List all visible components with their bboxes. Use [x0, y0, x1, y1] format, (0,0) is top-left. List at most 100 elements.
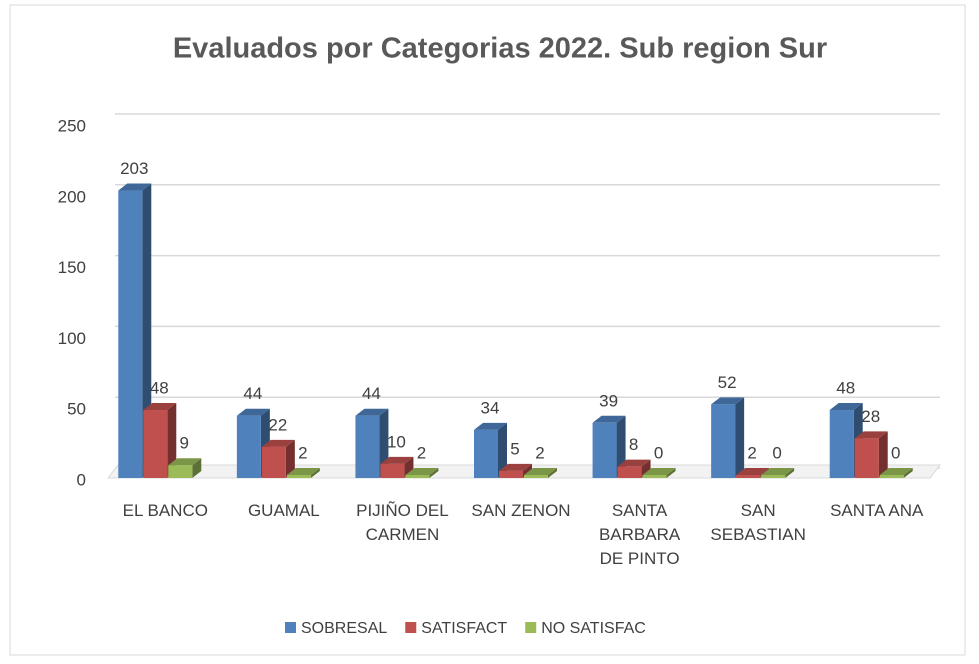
bar: [711, 404, 736, 478]
y-tick-label: 100: [58, 329, 86, 348]
bar-side: [192, 458, 202, 478]
bar-top: [236, 408, 270, 416]
legend-label: NO SATISFAC: [541, 620, 646, 637]
bar-top: [617, 459, 651, 467]
data-label: 2: [298, 443, 307, 462]
bar-side: [142, 183, 152, 478]
bar-side: [498, 422, 507, 478]
bar: [118, 190, 143, 478]
chart-frame: [9, 4, 966, 656]
bar: [879, 475, 904, 478]
bar-top: [854, 431, 888, 439]
bar-top: [711, 397, 745, 405]
bar-top: [499, 463, 532, 471]
legend-swatch: [285, 622, 296, 633]
bar-side: [429, 468, 439, 478]
legend-label: SATISFACT: [421, 620, 507, 637]
bar-side: [548, 468, 557, 478]
data-label: 2: [417, 443, 426, 462]
data-label: 0: [891, 443, 900, 462]
y-tick-label: 150: [58, 258, 86, 277]
bar-side: [167, 403, 177, 478]
bar: [143, 410, 168, 478]
bar: [617, 466, 642, 478]
x-tick-label: PIJIÑO DEL CARMEN: [356, 501, 449, 544]
bar-top: [592, 415, 626, 423]
y-tick-label: 200: [58, 187, 86, 206]
bar-top: [261, 439, 295, 447]
data-label: 28: [861, 407, 880, 426]
bar-top: [286, 468, 320, 475]
data-label: 44: [243, 384, 262, 403]
bar-top: [355, 408, 389, 416]
bar: [642, 475, 667, 478]
bar: [829, 410, 854, 478]
bar: [524, 475, 548, 478]
y-tick-label: 0: [77, 470, 86, 489]
bar: [474, 429, 498, 478]
bar-top: [736, 468, 770, 475]
bar-side: [903, 468, 913, 478]
bar: [380, 463, 405, 478]
data-label: 48: [836, 379, 855, 398]
bar-side: [785, 468, 795, 478]
x-tick-label: SAN SEBASTIAN: [710, 501, 806, 544]
bar-side: [666, 468, 676, 478]
data-label: 203: [120, 159, 148, 178]
bar: [761, 475, 786, 478]
data-label: 9: [180, 434, 189, 453]
y-tick-label: 250: [58, 116, 86, 135]
chart-title: Evaluados por Categorias 2022. Sub regio…: [173, 33, 827, 65]
bar-top: [405, 468, 439, 475]
bar: [261, 446, 286, 478]
data-label: 44: [362, 384, 381, 403]
bar-top: [879, 468, 913, 475]
bar: [286, 475, 311, 478]
data-label: 2: [535, 443, 544, 462]
bar: [405, 475, 430, 478]
bar-top: [524, 468, 557, 475]
x-tick-label: EL BANCO: [122, 501, 208, 520]
bar-top: [380, 456, 414, 464]
data-label: 5: [510, 439, 519, 458]
bar-side: [285, 439, 295, 478]
data-label: 8: [629, 435, 638, 454]
bar-top: [761, 468, 795, 475]
data-label: 2: [747, 443, 756, 462]
bar: [236, 415, 261, 478]
data-label: 39: [599, 391, 618, 410]
bar-top: [118, 183, 152, 191]
bar-top: [474, 422, 507, 430]
legend-swatch: [525, 622, 537, 633]
bar-side: [310, 468, 320, 478]
legend-label: SOBRESAL: [301, 620, 387, 637]
data-label: 10: [387, 432, 406, 451]
bar-side: [641, 459, 651, 478]
bar: [592, 422, 617, 478]
bar: [854, 438, 879, 478]
bar-top: [143, 403, 177, 411]
data-label: 34: [481, 398, 500, 417]
bar-top: [168, 458, 202, 466]
bar-side: [878, 431, 888, 478]
bar: [168, 465, 193, 478]
bar: [499, 470, 523, 478]
bar: [736, 475, 761, 478]
x-tick-label: SANTA BARBARA DE PINTO: [598, 501, 681, 568]
x-tick-label: SANTA ANA: [830, 501, 924, 520]
data-label: 0: [772, 443, 781, 462]
data-label: 22: [268, 415, 287, 434]
x-tick-label: SAN ZENON: [471, 501, 571, 520]
legend-swatch: [405, 622, 417, 633]
bar: [355, 415, 380, 478]
data-label: 52: [718, 373, 737, 392]
data-label: 48: [150, 379, 169, 398]
bar-top: [642, 468, 676, 475]
bar-side: [735, 397, 745, 478]
bar-top: [829, 403, 863, 411]
data-label: 0: [654, 443, 663, 462]
y-tick-label: 50: [67, 400, 86, 419]
x-tick-label: GUAMAL: [247, 501, 320, 520]
